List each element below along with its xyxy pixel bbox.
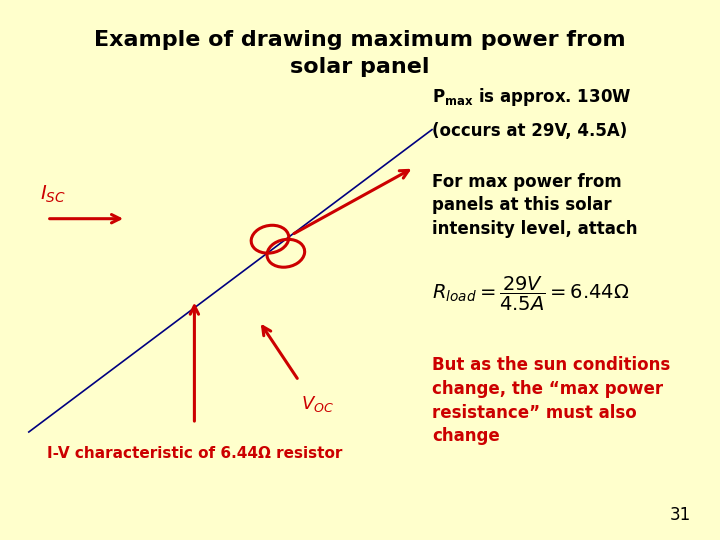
Text: I-V characteristic of 6.44Ω resistor: I-V characteristic of 6.44Ω resistor bbox=[47, 446, 342, 461]
Text: $V_{OC}$: $V_{OC}$ bbox=[301, 394, 334, 414]
Text: (occurs at 29V, 4.5A): (occurs at 29V, 4.5A) bbox=[432, 122, 627, 139]
Text: $R_{load} = \dfrac{29V}{4.5A} = 6.44\Omega$: $R_{load} = \dfrac{29V}{4.5A} = 6.44\Ome… bbox=[432, 275, 629, 314]
Text: For max power from
panels at this solar
intensity level, attach: For max power from panels at this solar … bbox=[432, 173, 637, 238]
Text: solar panel: solar panel bbox=[290, 57, 430, 77]
Text: Example of drawing maximum power from: Example of drawing maximum power from bbox=[94, 30, 626, 50]
Text: $I_{SC}$: $I_{SC}$ bbox=[40, 184, 66, 205]
Text: $\mathbf{P_{max}}$ is approx. 130W: $\mathbf{P_{max}}$ is approx. 130W bbox=[432, 86, 631, 109]
Text: 31: 31 bbox=[670, 506, 691, 524]
Text: But as the sun conditions
change, the “max power
resistance” must also
change: But as the sun conditions change, the “m… bbox=[432, 356, 670, 445]
